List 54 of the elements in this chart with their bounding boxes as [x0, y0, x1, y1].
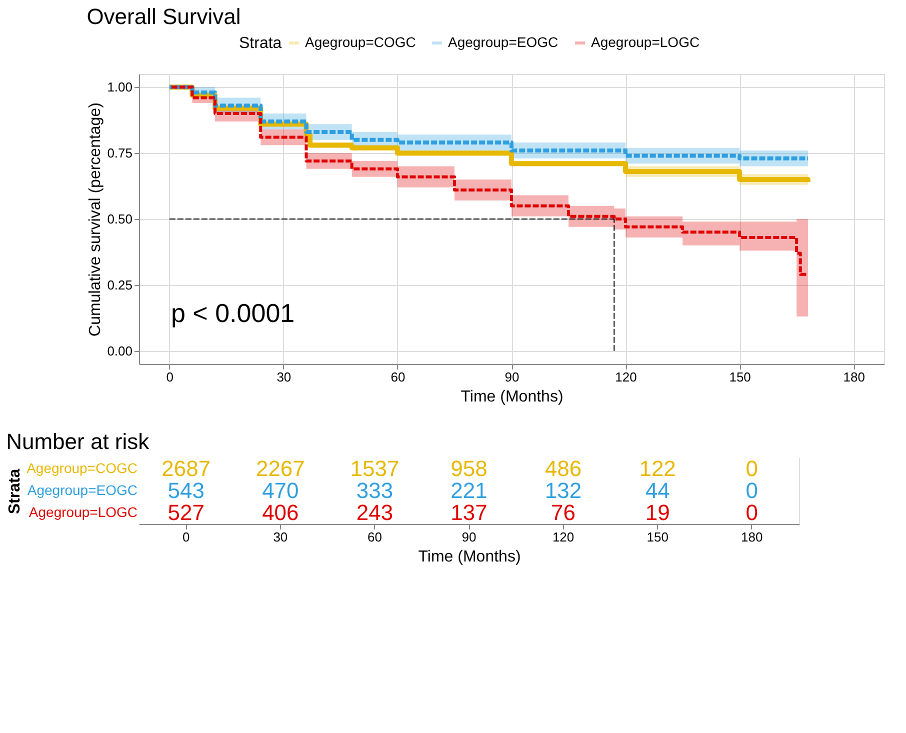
y-axis-title: Strata	[6, 468, 24, 514]
x-tick-label: 150	[646, 530, 668, 544]
x-tick-label: 120	[552, 530, 574, 544]
data-label: 527	[168, 500, 204, 525]
data-label: 543	[168, 478, 204, 503]
x-tick-label: 90	[462, 530, 476, 544]
data-label: 406	[262, 500, 299, 525]
data-label: 0	[746, 500, 758, 525]
legend-label: Agegroup=LOGC	[591, 34, 700, 50]
data-label: 19	[645, 500, 670, 525]
data-label: 2267	[256, 456, 305, 481]
x-tick-label: 0	[182, 530, 190, 544]
y-tick-label: 0.00	[107, 343, 132, 358]
x-axis-title: Time (Months)	[460, 388, 564, 406]
x-tick-label: 30	[273, 530, 288, 544]
data-label: 470	[262, 478, 299, 503]
x-tick-label: 180	[741, 530, 763, 544]
chart-title: Number at risk	[6, 429, 150, 454]
data-label: 486	[544, 456, 582, 481]
y-tick-label: 0.75	[107, 146, 132, 161]
x-tick-label: 150	[729, 370, 751, 384]
y-tick-label: 0.50	[107, 212, 132, 226]
data-label: 0	[746, 478, 758, 503]
x-tick-label: 60	[390, 370, 406, 384]
data-label: 243	[356, 500, 394, 525]
y-tick-label: Agegroup=COGC	[26, 460, 138, 476]
annotation: p < 0.0001	[171, 298, 295, 328]
x-tick-label: 120	[615, 370, 637, 384]
data-label: 221	[450, 478, 488, 503]
data-label: 76	[551, 500, 576, 525]
y-tick-label: 1.00	[107, 80, 132, 95]
data-label: 333	[356, 478, 394, 503]
x-tick-label: 90	[504, 370, 520, 384]
y-tick-label: Agegroup=LOGC	[28, 504, 138, 520]
y-axis-title: Cumulative survival (percentage)	[87, 102, 104, 336]
x-tick-label: 30	[276, 370, 292, 384]
chart-title: Overall Survival	[86, 4, 241, 29]
x-tick-label: 60	[367, 530, 382, 544]
legend-label: Agegroup=COGC	[305, 34, 416, 50]
data-label: 122	[639, 456, 676, 481]
data-label: 44	[645, 478, 670, 503]
y-tick-label: Agegroup=EOGC	[27, 482, 138, 498]
x-tick-label: 0	[166, 370, 174, 384]
data-label: 958	[450, 456, 488, 481]
legend-title: Strata	[239, 35, 282, 52]
x-tick-label: 180	[843, 370, 865, 384]
data-label: 2687	[162, 456, 211, 481]
data-label: 137	[450, 500, 488, 525]
x-axis-title: Time (Months)	[418, 548, 521, 566]
data-label: 0	[746, 456, 758, 481]
y-tick-label: 0.25	[107, 277, 132, 292]
data-label: 132	[544, 478, 582, 503]
data-label: 1537	[350, 456, 400, 481]
legend-label: Agegroup=EOGC	[448, 34, 558, 50]
